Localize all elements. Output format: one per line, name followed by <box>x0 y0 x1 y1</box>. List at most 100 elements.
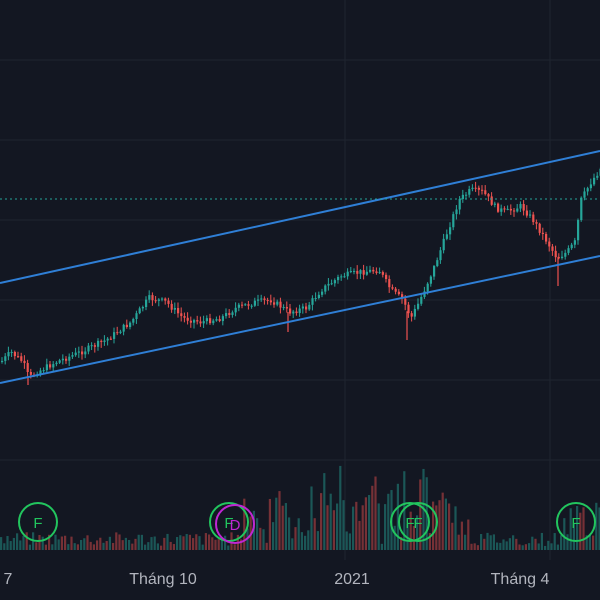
volume-bar <box>572 523 575 550</box>
volume-bar <box>448 503 451 550</box>
volume-bar <box>438 500 441 550</box>
volume-bar <box>304 535 307 550</box>
volume-bar <box>201 544 204 550</box>
volume-bar <box>54 534 57 550</box>
candle-body <box>314 298 317 300</box>
volume-bar <box>473 543 476 550</box>
candle-body <box>71 355 74 357</box>
candle-body <box>292 311 295 314</box>
candle-body <box>343 276 346 278</box>
candle-body <box>295 311 298 314</box>
event-marker-label: D <box>230 517 241 534</box>
grid-lines <box>0 0 600 560</box>
volume-bar <box>99 537 102 550</box>
volume-bar <box>150 537 153 550</box>
x-tick-label: Tháng 10 <box>129 571 197 588</box>
candle-body <box>45 364 48 371</box>
volume-bar <box>134 538 137 550</box>
candle-body <box>119 331 122 333</box>
candle-body <box>391 287 394 289</box>
candle-body <box>116 332 119 334</box>
volume-bar <box>361 505 364 550</box>
candle-body <box>26 363 29 372</box>
volume-bar <box>585 535 588 550</box>
candle-body <box>490 196 493 205</box>
volume-bar <box>220 539 223 550</box>
volume-bar <box>512 535 515 550</box>
candle-body <box>68 356 71 361</box>
candles <box>1 167 600 385</box>
candle-body <box>577 220 580 241</box>
candle-body <box>298 308 301 314</box>
volume-bar <box>35 542 38 550</box>
volume-bar <box>124 537 127 550</box>
volume-bar <box>409 511 412 550</box>
volume-bars <box>0 465 600 550</box>
candle-body <box>589 184 592 189</box>
volume-bar <box>595 502 598 550</box>
volume-bar <box>265 542 268 550</box>
volume-bar <box>419 479 422 550</box>
volume-bar <box>83 538 86 550</box>
volume-bar <box>284 503 287 550</box>
volume-bar <box>556 544 559 550</box>
volume-bar <box>310 486 313 550</box>
candle-body <box>141 307 144 309</box>
volume-bar <box>38 534 41 550</box>
candle-body <box>58 360 61 363</box>
candle-body <box>305 306 308 310</box>
candle-body <box>260 298 263 300</box>
candle-body <box>394 288 397 292</box>
candle-body <box>378 272 381 274</box>
candle-body <box>81 351 84 355</box>
volume-bar <box>112 542 115 550</box>
candle-body <box>465 194 468 196</box>
candle-body <box>202 321 205 324</box>
volume-bar <box>569 508 572 550</box>
candle-body <box>212 320 215 324</box>
volume-bar <box>256 518 259 550</box>
candle-body <box>167 300 170 304</box>
candle-body <box>535 222 538 224</box>
volume-bar <box>105 541 108 550</box>
event-marker-label: F <box>33 515 42 532</box>
volume-bar <box>582 507 585 550</box>
volume-bar <box>588 534 591 550</box>
volume-bar <box>441 492 444 550</box>
volume-bar <box>217 539 220 550</box>
candle-body <box>557 257 560 259</box>
candle-body <box>458 198 461 210</box>
candle-body <box>461 194 464 199</box>
volume-bar <box>534 538 537 550</box>
candle-body <box>551 246 554 251</box>
volume-bar <box>476 545 479 550</box>
candle-body <box>439 250 442 261</box>
volume-bar <box>64 535 67 550</box>
candle-body <box>29 371 32 375</box>
candle-body <box>65 358 68 361</box>
candle-body <box>151 295 154 301</box>
volume-bar <box>118 534 121 550</box>
volume-bar <box>297 518 300 550</box>
event-marker-label: F <box>413 515 422 532</box>
volume-bar <box>28 544 31 550</box>
candle-body <box>362 270 365 275</box>
volume-bar <box>108 536 111 550</box>
volume-bar <box>339 465 342 550</box>
candle-body <box>225 313 228 317</box>
candle-body <box>513 210 516 212</box>
event-marker-label: F <box>571 515 580 532</box>
candle-body <box>189 320 192 323</box>
volume-bar <box>160 545 163 550</box>
volume-bar <box>550 543 553 550</box>
volume-bar <box>294 527 297 550</box>
volume-bar <box>323 473 326 550</box>
volume-bar <box>169 541 172 550</box>
candle-body <box>228 313 231 315</box>
volume-bar <box>22 535 25 550</box>
candle-body <box>215 319 218 321</box>
volume-bar <box>80 539 83 550</box>
candle-body <box>487 194 490 197</box>
candle-body <box>100 340 103 342</box>
candle-body <box>308 304 311 310</box>
